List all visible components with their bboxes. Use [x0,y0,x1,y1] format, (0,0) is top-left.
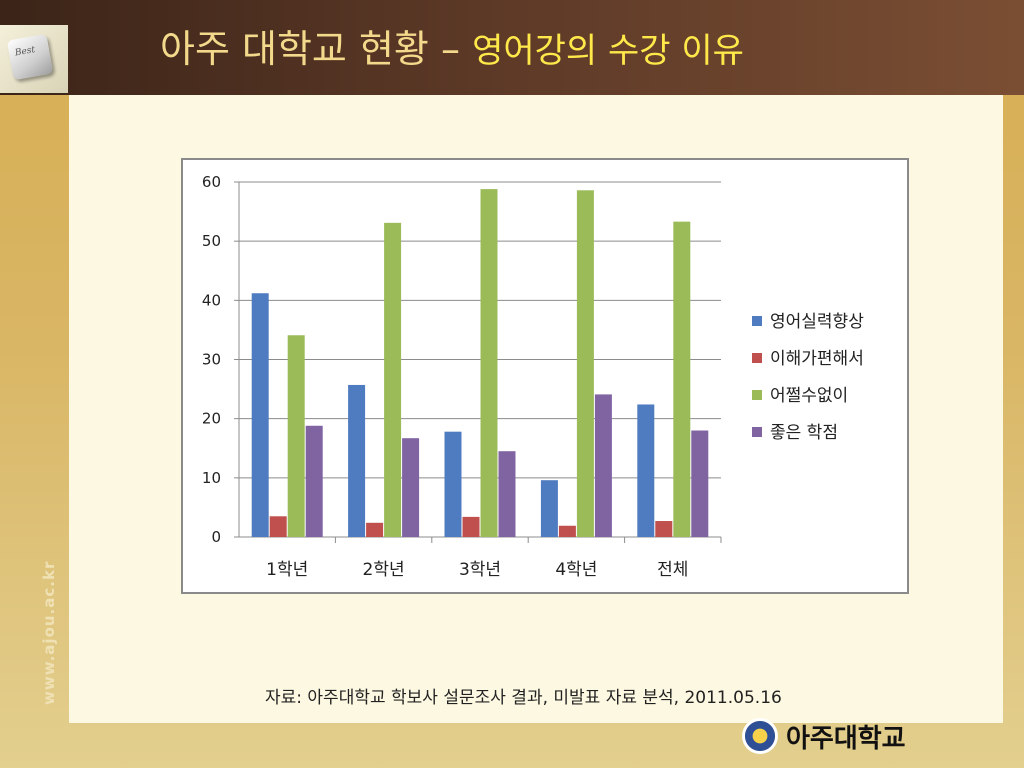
bar [594,394,612,537]
bar [269,516,287,537]
y-tick-label: 40 [202,291,221,309]
bar [691,430,709,537]
y-tick-label: 20 [202,410,221,428]
legend-label: 어쩔수없이 [770,386,848,406]
university-seal-icon [742,718,778,754]
logo-key-text: Best [14,45,36,59]
legend-label: 좋은 학점 [770,423,838,443]
bar [540,480,558,537]
keyboard-key-icon: Best [6,33,54,81]
bar [498,451,516,537]
y-tick-label: 0 [211,528,221,546]
university-logo: 아주대학교 [742,716,906,756]
bar [444,431,462,537]
x-category-label: 3학년 [459,560,501,580]
best-key-logo: Best [0,25,68,93]
bar [558,525,576,537]
bar [287,335,305,537]
source-note: 자료: 아주대학교 학보사 설문조사 결과, 미발표 자료 분석, 2011.0… [265,688,782,708]
x-category-label: 전체 [657,560,688,580]
legend-label: 이해가편해서 [770,349,864,369]
y-tick-label: 50 [202,232,221,250]
legend-swatch [752,427,762,437]
legend-swatch [752,390,762,400]
bar [637,404,655,537]
legend-label: 영어실력향상 [770,312,864,332]
bar [462,516,480,537]
bar [366,522,384,537]
y-tick-label: 30 [202,351,221,369]
bar [673,221,691,537]
y-tick-label: 10 [202,469,221,487]
bar [305,425,323,537]
title-main: 아주 대학교 현황 – [160,27,460,71]
title-sub: 영어강의 수강 이유 [472,31,744,71]
side-url[interactable]: www.ajou.ac.kr [40,560,58,705]
bar [348,384,366,537]
x-category-label: 4학년 [555,560,597,580]
bar [402,438,420,537]
bar [480,189,498,537]
y-tick-label: 60 [202,173,221,191]
bar [576,190,594,537]
header-bar: Best 아주 대학교 현황 – 영어강의 수강 이유 [0,0,1024,95]
legend-swatch [752,353,762,363]
x-category-label: 1학년 [266,560,308,580]
legend-swatch [752,316,762,326]
x-category-label: 2학년 [363,560,405,580]
bar [251,293,269,537]
bar [384,222,402,537]
university-name: 아주대학교 [786,723,906,754]
slide-title: 아주 대학교 현황 – 영어강의 수강 이유 [160,26,744,74]
bar [655,521,673,537]
chart-svg: 0 10 20 30 40 50 60 1학년 2학년 3학년 4학년 전체 영어실력향상이해가편해서어… [202,173,864,580]
